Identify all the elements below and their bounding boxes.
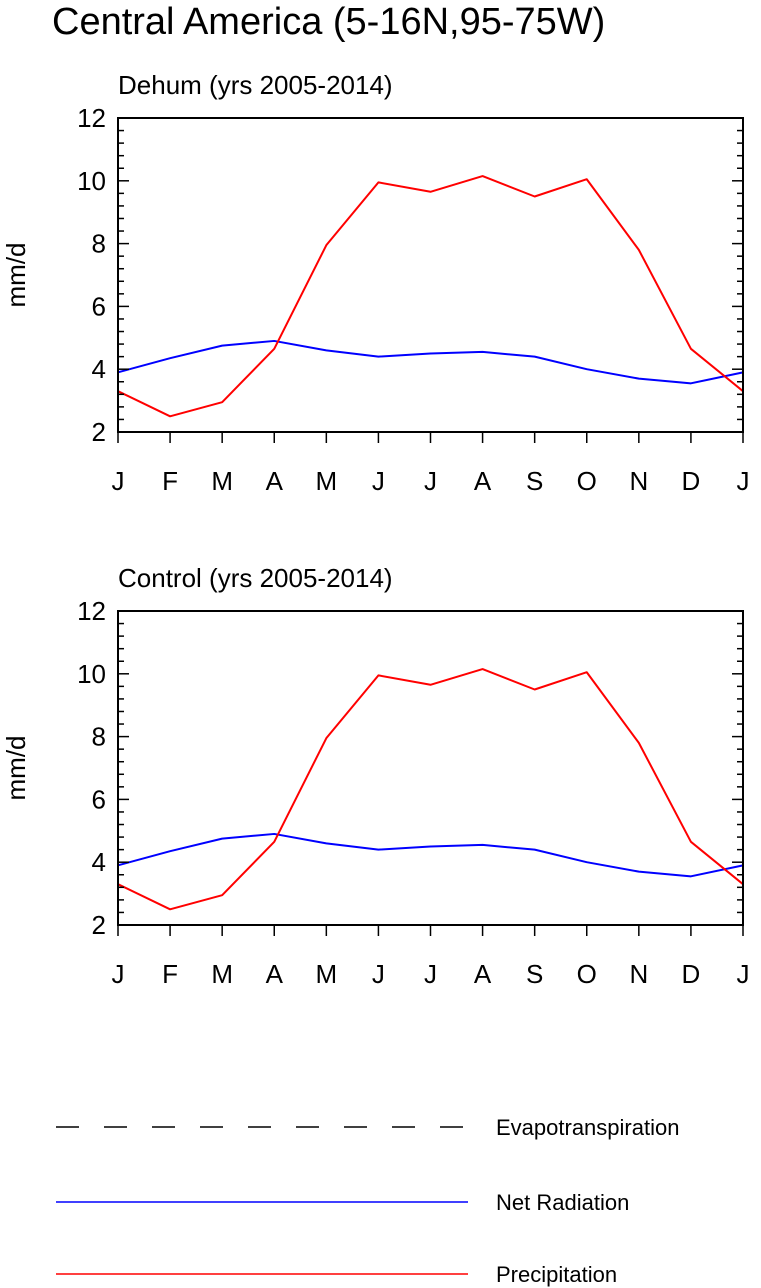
y-tick-label: 10	[77, 166, 106, 196]
x-tick-label: O	[577, 466, 597, 496]
figure-title: Central America (5-16N,95-75W)	[52, 1, 605, 43]
legend-label: Precipitation	[496, 1262, 617, 1287]
series-net-radiation	[117, 339, 744, 385]
x-tick-label: N	[629, 959, 648, 989]
panel-title: Dehum (yrs 2005-2014)	[118, 70, 393, 100]
x-tick-label: J	[112, 466, 125, 496]
legend-label: Evapotranspiration	[496, 1115, 679, 1140]
x-tick-label: J	[737, 466, 750, 496]
x-tick-label: O	[577, 959, 597, 989]
legend-item-net-radiation: Net Radiation	[56, 1190, 629, 1215]
plot-frame	[117, 610, 744, 926]
x-tick-label: F	[162, 466, 178, 496]
x-tick-label: J	[424, 959, 437, 989]
y-tick-label: 2	[92, 910, 106, 940]
legend-label: Net Radiation	[496, 1190, 629, 1215]
y-tick-label: 6	[92, 291, 106, 321]
series-precipitation	[117, 668, 744, 911]
y-tick-label: 6	[92, 784, 106, 814]
x-tick-label: M	[211, 959, 233, 989]
x-tick-label: A	[266, 466, 284, 496]
x-tick-label: J	[424, 466, 437, 496]
x-tick-label: M	[315, 959, 337, 989]
x-tick-label: J	[372, 466, 385, 496]
x-tick-label: D	[682, 466, 701, 496]
series-line-net-radiation	[117, 339, 744, 385]
x-tick-label: M	[315, 466, 337, 496]
y-tick-label: 4	[92, 354, 106, 384]
panel-title: Control (yrs 2005-2014)	[118, 563, 393, 593]
chart-panels: Dehum (yrs 2005-2014) 2 4 6 8 10 12 J F M A M J J A S O N…	[1, 70, 750, 989]
y-tick-label: 12	[77, 103, 106, 133]
y-tick-label: 10	[77, 659, 106, 689]
x-tick-label: A	[474, 959, 492, 989]
series-net-radiation	[117, 832, 744, 878]
x-tick-label: D	[682, 959, 701, 989]
y-tick-label: 12	[77, 596, 106, 626]
x-tick-label: A	[474, 466, 492, 496]
x-tick-label: A	[266, 959, 284, 989]
x-tick-label: J	[737, 959, 750, 989]
legend-item-evapotranspiration: Evapotranspiration	[56, 1115, 679, 1140]
x-tick-label: N	[629, 466, 648, 496]
x-tick-label: S	[526, 466, 543, 496]
y-tick-label: 8	[92, 229, 106, 259]
y-tick-label: 4	[92, 847, 106, 877]
y-tick-label: 8	[92, 722, 106, 752]
y-tick-label: 2	[92, 417, 106, 447]
legend: Evapotranspiration Net Radiation Precipita…	[56, 1115, 679, 1287]
chart-panel-1: Dehum (yrs 2005-2014) 2 4 6 8 10 12 J F M A M J J A S O N…	[1, 70, 750, 496]
x-tick-label: M	[211, 466, 233, 496]
y-axis-label: mm/d	[1, 243, 31, 308]
plot-frame	[117, 117, 744, 433]
x-tick-label: F	[162, 959, 178, 989]
y-axis-label: mm/d	[1, 736, 31, 801]
x-tick-label: J	[372, 959, 385, 989]
legend-item-precipitation: Precipitation	[56, 1262, 617, 1287]
chart-panel-2: Control (yrs 2005-2014) 2 4 6 8 10 12 J F M A M J J A S…	[1, 563, 750, 989]
series-line-net-radiation	[117, 832, 744, 878]
x-tick-label: S	[526, 959, 543, 989]
x-tick-label: J	[112, 959, 125, 989]
